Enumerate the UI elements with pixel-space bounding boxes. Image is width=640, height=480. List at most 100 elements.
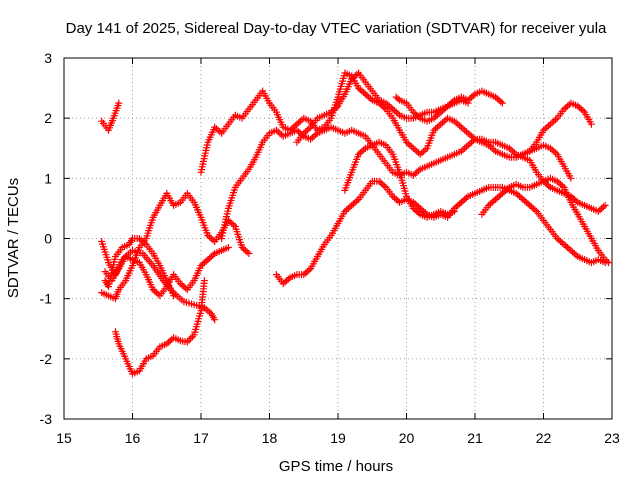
- plus-point: [555, 236, 563, 244]
- plus-point: [295, 119, 303, 127]
- plus-point: [524, 200, 532, 208]
- plus-point: [344, 204, 352, 212]
- plus-point: [469, 137, 477, 145]
- plus-point: [389, 105, 397, 113]
- plus-point: [392, 93, 400, 101]
- plus-point: [281, 278, 289, 286]
- plus-point: [295, 128, 303, 136]
- plus-point: [461, 195, 469, 203]
- plus-point: [331, 105, 339, 113]
- plus-point: [413, 168, 421, 176]
- plus-point: [283, 277, 291, 285]
- plus-point: [596, 206, 604, 214]
- plus-point: [224, 244, 232, 251]
- plus-point: [433, 111, 441, 119]
- plus-point: [574, 102, 582, 110]
- plus-point: [279, 280, 287, 288]
- plus-point: [290, 123, 297, 131]
- plus-point: [351, 198, 359, 206]
- plus-point: [555, 179, 563, 187]
- x-tick-label: 16: [125, 430, 141, 446]
- plus-point: [380, 182, 388, 190]
- plus-point: [349, 74, 357, 82]
- plus-point: [413, 147, 421, 155]
- plus-point: [510, 149, 518, 157]
- plus-point: [440, 117, 448, 125]
- plus-point: [206, 233, 214, 241]
- plus-point: [457, 198, 465, 206]
- plus-point: [601, 201, 609, 209]
- y-tick-label: 3: [44, 50, 52, 66]
- plus-point: [365, 93, 373, 101]
- y-tick-label: -1: [40, 291, 53, 307]
- plus-point: [552, 116, 559, 124]
- plus-point: [411, 206, 419, 214]
- series-track-6: [101, 235, 178, 300]
- plus-point: [461, 144, 469, 152]
- plus-point: [488, 144, 496, 152]
- plus-point: [495, 96, 503, 104]
- plus-point: [505, 144, 513, 152]
- plus-point: [492, 93, 500, 101]
- x-tick-label: 15: [56, 430, 72, 446]
- plus-point: [509, 147, 517, 155]
- plus-point: [495, 192, 503, 200]
- plus-point: [351, 72, 359, 80]
- plus-point: [211, 123, 219, 131]
- grid-lines: [64, 58, 612, 419]
- plus-point: [569, 248, 577, 256]
- plus-point: [411, 170, 419, 178]
- plus-point: [385, 102, 393, 110]
- plus-point: [543, 180, 551, 188]
- plus-point: [459, 125, 467, 133]
- plus-point: [432, 125, 440, 133]
- plus-point: [303, 268, 311, 276]
- plus-point: [579, 107, 587, 115]
- plus-point: [135, 235, 143, 242]
- plus-point: [437, 120, 445, 128]
- plus-point: [343, 206, 351, 214]
- plus-point: [200, 277, 208, 285]
- plus-point: [375, 177, 383, 185]
- x-tick-label: 17: [193, 430, 209, 446]
- y-tick-label: -2: [40, 351, 53, 367]
- plus-point: [440, 105, 448, 113]
- plus-point: [497, 98, 505, 106]
- plus-point: [437, 108, 445, 116]
- data-marks: [98, 69, 613, 378]
- plus-point: [416, 150, 424, 158]
- plus-point: [209, 251, 217, 259]
- plus-point: [521, 197, 529, 205]
- plus-point: [346, 203, 354, 211]
- plus-point: [300, 129, 308, 137]
- plus-point: [550, 117, 558, 125]
- plus-point: [163, 340, 171, 348]
- plus-point: [439, 119, 446, 127]
- plus-point: [348, 75, 356, 83]
- plus-point: [468, 138, 476, 146]
- plus-point: [353, 71, 361, 78]
- plus-point: [560, 241, 568, 248]
- plus-point: [464, 99, 472, 107]
- plus-point: [540, 126, 547, 134]
- plus-point: [329, 107, 337, 115]
- plus-point: [360, 146, 368, 154]
- plus-point: [459, 197, 467, 205]
- plus-point: [238, 244, 246, 251]
- plus-point: [546, 120, 554, 128]
- plus-point: [526, 201, 534, 209]
- plus-point: [302, 269, 309, 277]
- plus-point: [293, 120, 301, 128]
- plus-point: [391, 194, 398, 202]
- plus-point: [363, 92, 371, 100]
- plus-point: [409, 144, 417, 152]
- plus-point: [456, 200, 464, 208]
- plus-point: [420, 147, 428, 155]
- plus-point: [416, 204, 424, 212]
- plus-point: [307, 135, 315, 143]
- plus-point: [379, 180, 386, 188]
- plus-point: [153, 289, 160, 297]
- plus-point: [497, 191, 505, 199]
- plus-point: [605, 259, 613, 267]
- plus-point: [305, 266, 313, 274]
